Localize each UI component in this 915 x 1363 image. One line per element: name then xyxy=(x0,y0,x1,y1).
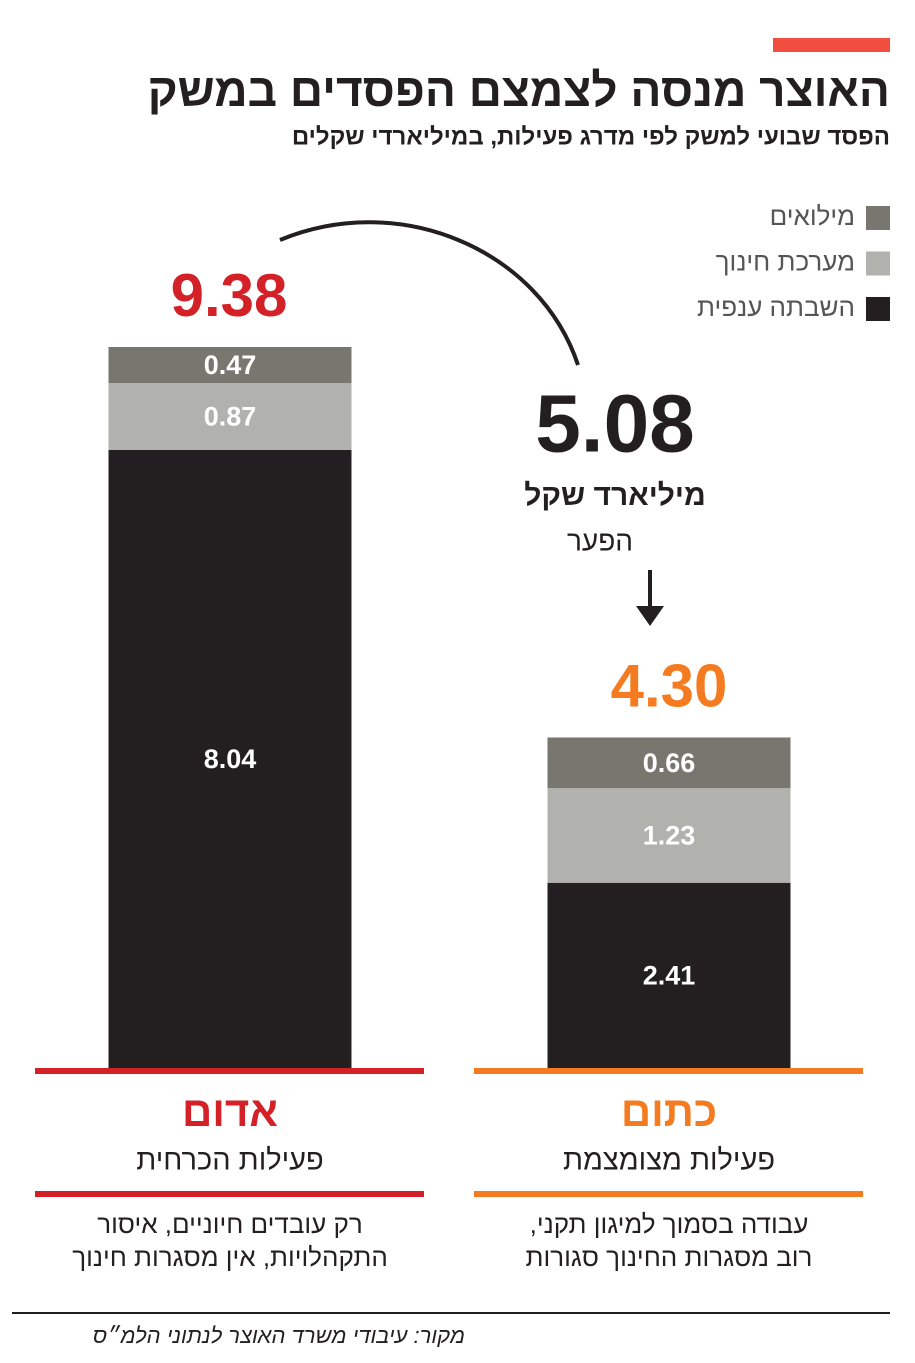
gap-unit: מיליארד שקל xyxy=(524,479,706,512)
legend-swatch xyxy=(866,297,890,321)
segment-label: 2.41 xyxy=(643,961,696,991)
category-description: רוב מסגרות החינוך סגורות xyxy=(526,1242,813,1272)
bar-segment xyxy=(108,383,352,450)
legend-swatch xyxy=(866,251,890,276)
segment-label: 8.04 xyxy=(204,744,257,774)
gap-arrowhead xyxy=(636,606,664,626)
category-description: רק עובדים חיוניים, איסור xyxy=(97,1209,362,1239)
segment-label: 0.66 xyxy=(643,748,696,778)
category-description: עבודה בסמוך למיגון תקני, xyxy=(530,1209,809,1239)
bar-segment xyxy=(547,737,791,789)
gap-label: הפער xyxy=(567,525,633,556)
legend-label: השבתה ענפית xyxy=(697,292,855,322)
total-label: 9.38 xyxy=(171,262,288,329)
chart-title: האוצר מנסה לצמצם הפסדים במשק xyxy=(148,64,890,116)
segment-label: 1.23 xyxy=(643,821,696,851)
bar-segment xyxy=(108,347,352,384)
legend-label: מערכת חינוך xyxy=(716,246,855,276)
legend-label: מילואים xyxy=(770,201,855,231)
segment-label: 0.47 xyxy=(204,350,257,380)
legend-swatch xyxy=(866,206,890,230)
chart-subtitle: הפסד שבועי למשק לפי מדרג פעילות, במיליאר… xyxy=(292,123,890,150)
total-label: 4.30 xyxy=(611,652,728,719)
segment-label: 0.87 xyxy=(204,402,257,432)
category-subtitle: פעילות מצומצמת xyxy=(563,1145,775,1177)
bar-segment xyxy=(108,450,352,1068)
gap-curve xyxy=(279,220,580,366)
gap-value: 5.08 xyxy=(535,379,695,470)
bar-segment xyxy=(547,788,791,883)
category-label: כתום xyxy=(621,1088,717,1135)
category-label: אדום xyxy=(182,1088,278,1135)
bar-segment xyxy=(547,882,791,1068)
category-description: התקהלויות, אין מסגרות חינוך xyxy=(72,1242,388,1272)
category-subtitle: פעילות הכרחית xyxy=(136,1145,323,1177)
source: מקור: עיבודי משרד האוצר לנתוני הלמ״ס xyxy=(93,1323,465,1348)
accent-bar xyxy=(773,38,890,52)
